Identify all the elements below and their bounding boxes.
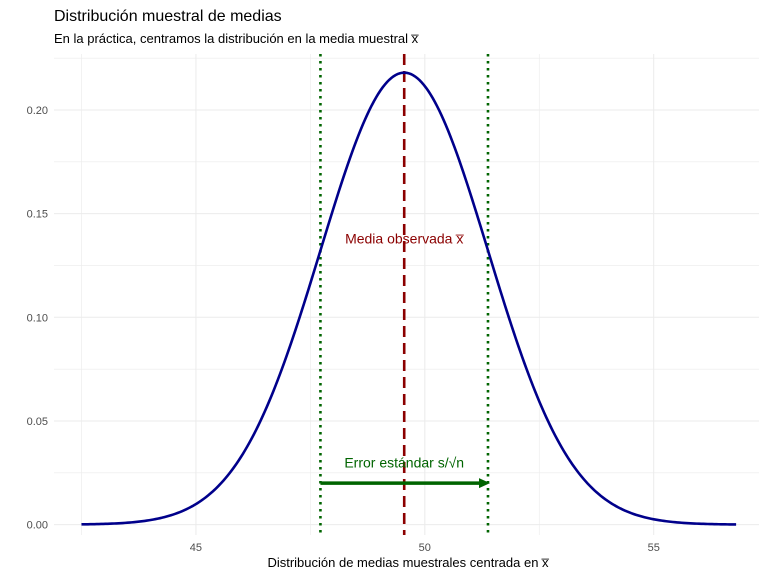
y-tick-labels: 0.00 0.05 0.10 0.15 0.20: [27, 105, 48, 532]
x-tick-label: 45: [190, 542, 202, 554]
grid: [54, 54, 759, 535]
x-tick-label: 50: [419, 542, 431, 554]
arrow-head: [478, 478, 490, 489]
density-curve: [81, 71, 737, 526]
standard-error-arrow: [320, 478, 490, 489]
y-tick-label: 0.00: [27, 520, 48, 532]
reference-lines: [319, 54, 490, 535]
x-tick-label: 55: [648, 542, 660, 554]
x-axis-label: Distribución de medias muestrales centra…: [267, 555, 549, 570]
chart-title: Distribución muestral de medias: [54, 8, 282, 25]
y-tick-label: 0.20: [27, 105, 48, 117]
y-tick-label: 0.15: [27, 209, 48, 221]
observed-mean-annotation: Media observada x̅: [345, 231, 465, 247]
y-tick-label: 0.10: [27, 312, 48, 324]
x-tick-labels: 45 50 55: [190, 542, 660, 554]
standard-error-annotation: Error estándar s/√n: [344, 454, 464, 470]
y-tick-label: 0.05: [27, 416, 48, 428]
chart-subtitle: En la práctica, centramos la distribució…: [54, 31, 419, 46]
